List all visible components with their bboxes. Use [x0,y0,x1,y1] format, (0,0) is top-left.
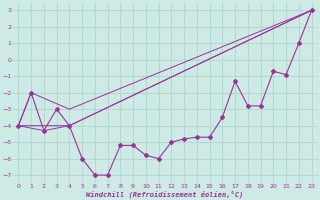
X-axis label: Windchill (Refroidissement éolien,°C): Windchill (Refroidissement éolien,°C) [86,190,244,198]
